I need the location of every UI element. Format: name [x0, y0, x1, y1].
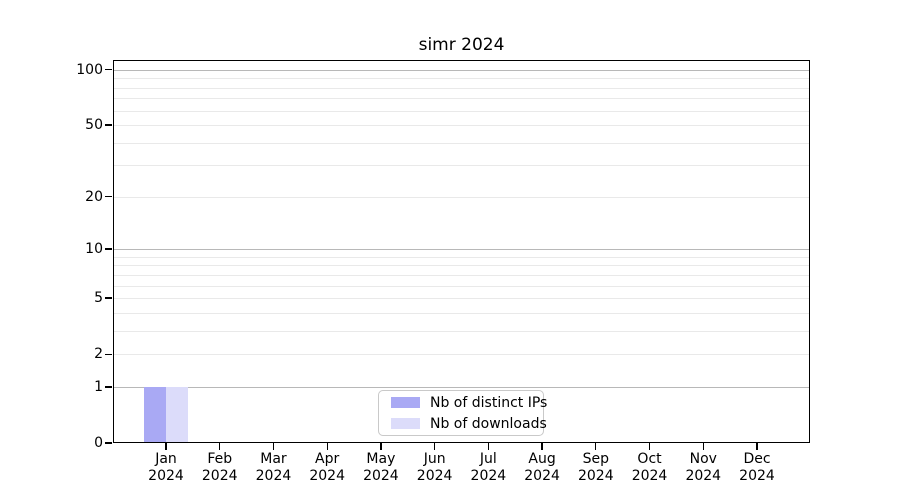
bar-nb-of-distinct-ips-jan-2024: [144, 386, 166, 443]
x-tick-label-year: 2024: [416, 467, 453, 484]
y-tick: [105, 248, 112, 250]
x-tick-label: Aug 2024: [502, 451, 582, 484]
x-tick-label-year: 2024: [309, 467, 345, 484]
gridline-minor: [113, 256, 810, 258]
y-tick: [105, 353, 112, 355]
gridline-minor: [113, 285, 810, 287]
y-tick-label: 100: [76, 61, 103, 78]
gridline-minor: [113, 87, 810, 89]
x-tick-label: Jan 2024: [126, 451, 206, 484]
x-tick-label-month: Mar: [260, 451, 287, 467]
y-tick: [105, 124, 112, 126]
x-tick-label-year: 2024: [577, 467, 614, 484]
legend-swatch-downloads: [391, 418, 420, 429]
x-tick-label-month: Sep: [582, 451, 609, 467]
y-tick-label: 2: [94, 346, 103, 363]
gridline-major: [113, 69, 810, 71]
legend-item: Nb of downloads: [387, 416, 547, 432]
x-tick-label-month: Jan: [155, 451, 177, 467]
x-tick-label-month: Dec: [743, 451, 771, 467]
x-tick-label: Nov 2024: [663, 451, 743, 484]
y-tick: [105, 442, 112, 444]
x-tick-label-year: 2024: [631, 467, 668, 484]
plot-frame: [113, 60, 810, 443]
x-tick: [756, 443, 758, 450]
x-tick-label: May 2024: [341, 451, 421, 484]
legend: Nb of distinct IPs Nb of downloads: [378, 390, 547, 436]
gridline-minor: [113, 142, 810, 144]
x-tick-label: Sep 2024: [556, 451, 636, 484]
y-tick-label: 10: [85, 241, 103, 258]
x-tick: [380, 443, 382, 450]
y-tick: [105, 196, 112, 198]
x-tick: [595, 443, 597, 450]
gridline-minor: [113, 110, 810, 112]
x-tick-label: Mar 2024: [233, 451, 313, 484]
y-tick: [105, 69, 112, 71]
legend-swatch-distinct-ips: [391, 397, 420, 408]
x-tick-label-year: 2024: [524, 467, 560, 484]
gridline-minor: [113, 125, 810, 127]
y-tick-label: 5: [94, 290, 103, 307]
x-tick-label-month: May: [366, 451, 396, 467]
x-tick-label: Jun 2024: [395, 451, 475, 484]
gridline-minor: [113, 354, 810, 356]
x-tick-label: Oct 2024: [610, 451, 690, 484]
x-tick: [219, 443, 221, 450]
x-tick-label-month: Jun: [423, 451, 446, 467]
gridline-minor: [113, 165, 810, 167]
y-tick-label: 20: [85, 188, 103, 205]
chart-title: simr 2024: [418, 35, 505, 55]
x-tick: [541, 443, 543, 450]
x-tick-label-year: 2024: [255, 467, 292, 484]
gridline-minor: [113, 274, 810, 276]
x-tick-label-year: 2024: [470, 467, 507, 484]
x-tick: [165, 443, 167, 450]
y-tick-label: 50: [85, 117, 103, 134]
x-tick-label-month: Oct: [637, 451, 662, 467]
x-tick-label: Feb 2024: [180, 451, 260, 484]
gridline-major: [113, 249, 810, 251]
x-tick: [326, 443, 328, 450]
x-tick: [433, 443, 436, 450]
x-tick-label-year: 2024: [739, 467, 775, 484]
x-tick-label-year: 2024: [148, 467, 184, 484]
y-tick-label: 0: [94, 435, 103, 451]
gridline-minor: [113, 98, 810, 100]
x-tick-label: Dec 2024: [717, 451, 797, 484]
plot-area: Nb of distinct IPs Nb of downloads 0 1 2 5 1…: [76, 60, 810, 484]
gridline-minor: [113, 78, 810, 80]
x-tick-label-month: Nov: [689, 451, 717, 467]
y-tick: [105, 386, 112, 388]
x-tick: [648, 443, 651, 450]
x-tick-label-year: 2024: [685, 467, 722, 484]
gridline-minor: [113, 196, 810, 198]
gridline-minor: [113, 312, 810, 314]
x-tick-label: Jul 2024: [448, 451, 528, 484]
x-tick-label-month: Feb: [207, 451, 233, 467]
gridline-minor: [113, 265, 810, 267]
legend-label: Nb of downloads: [430, 415, 547, 432]
y-tick: [105, 297, 112, 299]
x-tick: [702, 443, 704, 450]
x-tick-label-month: Aug: [528, 451, 556, 467]
x-tick: [487, 443, 489, 450]
x-tick-label-year: 2024: [201, 467, 238, 484]
gridline-minor: [113, 298, 810, 300]
gridline-minor: [113, 330, 810, 332]
legend-label: Nb of distinct IPs: [430, 394, 548, 411]
legend-item: Nb of distinct IPs: [387, 395, 547, 411]
y-tick-label: 1: [94, 378, 103, 395]
x-tick-label-month: Jul: [479, 451, 497, 467]
gridline-major: [113, 386, 810, 388]
bar-nb-of-downloads-jan-2024: [166, 386, 188, 443]
x-tick: [272, 443, 275, 450]
x-tick-label-month: Apr: [315, 451, 340, 467]
x-tick-label: Apr 2024: [287, 451, 367, 484]
x-tick-label-year: 2024: [363, 467, 399, 484]
